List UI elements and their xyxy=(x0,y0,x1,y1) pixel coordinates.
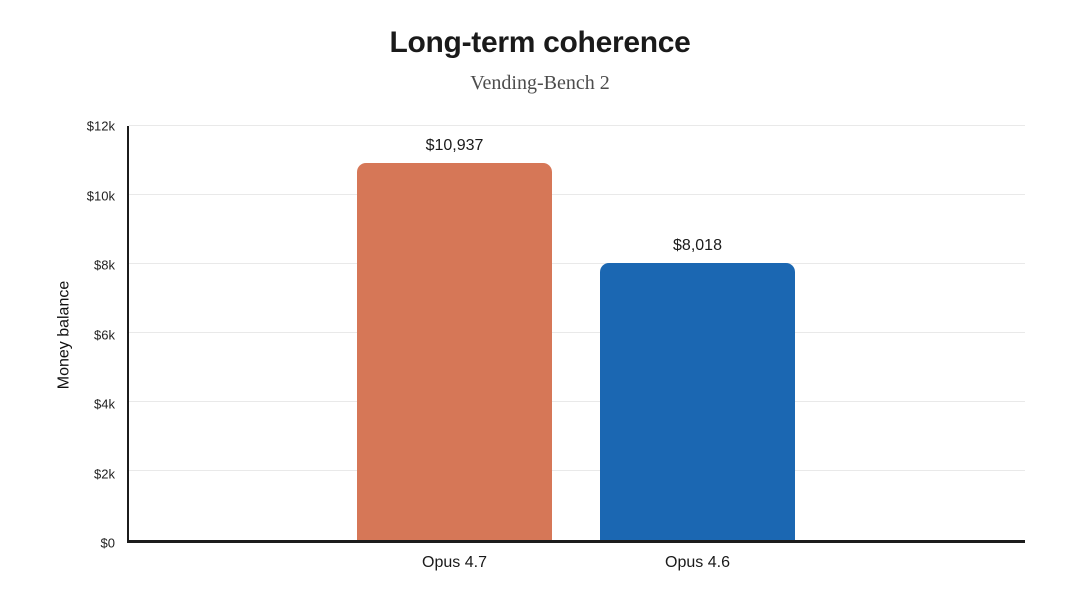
bar-group-opus-4-6: $8,018 Opus 4.6 xyxy=(600,126,795,571)
x-axis-label-opus-4-6: Opus 4.6 xyxy=(665,554,730,571)
y-tick-label: $2k xyxy=(94,466,115,482)
plot-area: $10,937 Opus 4.7 $8,018 Opus 4.6 xyxy=(127,125,1025,571)
y-tick-label: $0 xyxy=(100,535,115,551)
gridline xyxy=(129,263,1025,265)
y-axis-ticks: $0 $2k $4k $6k $8k $10k $12k xyxy=(0,119,115,551)
bar-opus-4-6 xyxy=(600,263,795,540)
gridline xyxy=(129,401,1025,403)
y-tick-label: $12k xyxy=(86,118,115,134)
gridline xyxy=(129,194,1025,195)
y-tick-label: $10k xyxy=(86,188,115,203)
bar-value-label-opus-4-6: $8,018 xyxy=(673,237,722,255)
bar-opus-4-7 xyxy=(357,162,552,540)
x-axis-label-opus-4-7: Opus 4.7 xyxy=(422,554,487,571)
gridline xyxy=(129,125,1025,126)
chart-title: Long-term coherence xyxy=(389,26,691,59)
gridline xyxy=(129,470,1025,472)
bar-group-opus-4-7: $10,937 Opus 4.7 xyxy=(357,126,552,571)
chart-subtitle: Vending-Bench 2 xyxy=(470,72,610,94)
y-tick-label: $8k xyxy=(94,257,115,273)
bar-value-label-opus-4-7: $10,937 xyxy=(425,136,484,154)
y-tick-label: $4k xyxy=(94,396,115,412)
gridline xyxy=(129,332,1025,333)
y-tick-label: $6k xyxy=(94,327,115,342)
